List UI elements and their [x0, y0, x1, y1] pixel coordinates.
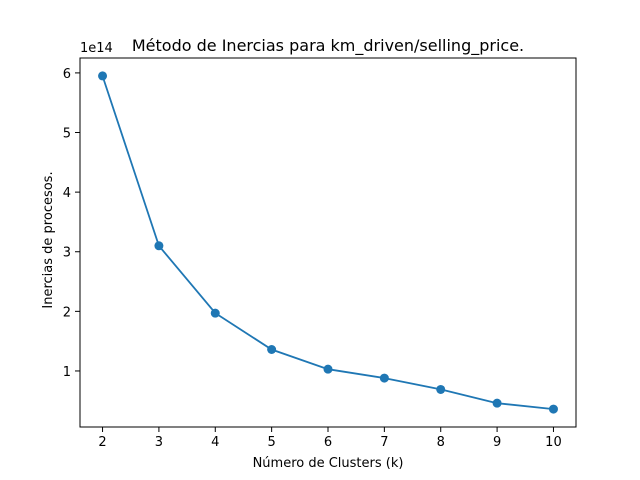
data-point — [492, 398, 502, 408]
x-tick-label: 2 — [98, 435, 106, 450]
y-ticks: 1 2 3 4 5 6 — [63, 67, 80, 380]
y-tick-label: 4 — [63, 186, 71, 201]
series-markers — [98, 71, 558, 414]
data-point — [267, 345, 277, 355]
data-point — [548, 404, 558, 414]
x-tick-label: 10 — [545, 435, 562, 450]
data-point — [323, 364, 333, 374]
x-tick-label: 9 — [493, 435, 501, 450]
y-tick-label: 5 — [63, 127, 71, 142]
x-axis-label: Número de Clusters (k) — [253, 456, 404, 471]
data-point — [98, 71, 108, 81]
x-tick-label: 6 — [324, 435, 332, 450]
y-tick-label: 3 — [63, 246, 71, 261]
data-point — [154, 241, 164, 251]
data-point — [379, 373, 389, 383]
x-tick-label: 5 — [267, 435, 275, 450]
series-line — [101, 75, 554, 410]
data-point — [436, 384, 446, 394]
chart-title: Método de Inercias para km_driven/sellin… — [132, 36, 524, 56]
x-tick-label: 4 — [211, 435, 219, 450]
x-tick-label: 7 — [380, 435, 388, 450]
x-tick-label: 3 — [155, 435, 163, 450]
plot-frame — [79, 57, 577, 428]
x-tick-label: 8 — [437, 435, 445, 450]
y-tick-label: 1 — [63, 365, 71, 380]
y-axis-label: Inercias de procesos. — [41, 171, 56, 308]
y-offset-label: 1e14 — [80, 41, 113, 56]
y-tick-label: 2 — [63, 305, 71, 320]
x-ticks: 2 3 4 5 6 7 8 9 10 — [98, 427, 562, 450]
y-tick-label: 6 — [63, 67, 71, 82]
data-point — [210, 308, 220, 318]
